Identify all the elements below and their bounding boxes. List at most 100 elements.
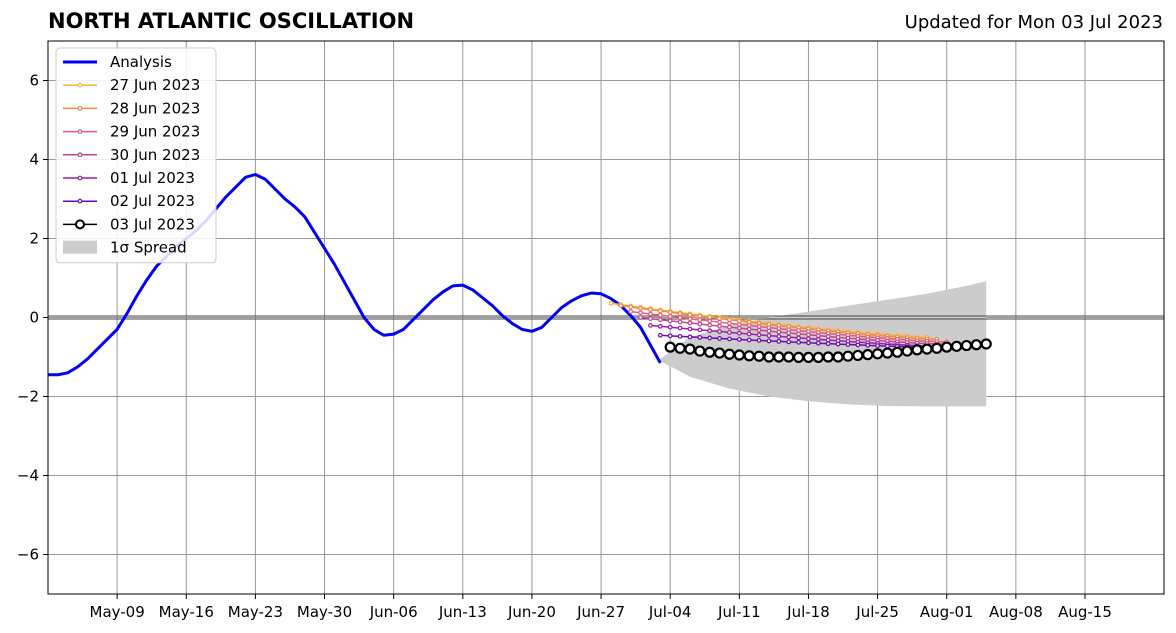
forecast-marker — [727, 336, 732, 342]
latest-forecast-marker — [684, 343, 696, 355]
x-tick-label: May-30 — [297, 603, 352, 621]
latest-forecast-marker — [694, 345, 706, 357]
forecast-marker — [677, 311, 683, 316]
forecast-marker — [697, 321, 703, 327]
forecast-marker — [806, 332, 811, 338]
y-tick-label: −4 — [17, 467, 39, 485]
latest-forecast-marker — [664, 341, 676, 353]
forecast-marker — [736, 325, 742, 331]
forecast-marker — [697, 327, 703, 333]
forecast-marker — [736, 321, 742, 327]
legend-label: Analysis — [110, 53, 172, 71]
forecast-marker — [677, 333, 683, 339]
legend: Analysis 27 Jun 2023 28 Jun 2023 29 Jun 202… — [55, 47, 217, 264]
forecast-marker — [638, 315, 643, 320]
y-tick-label: 0 — [29, 309, 39, 327]
forecast-marker — [628, 309, 634, 314]
x-tick-label: Jul-25 — [855, 603, 899, 621]
forecast-marker — [638, 305, 643, 311]
x-tick-label: Aug-15 — [1058, 603, 1112, 621]
forecast-marker — [687, 334, 693, 340]
x-tick-label: May-16 — [159, 603, 214, 621]
forecast-marker — [855, 342, 861, 348]
x-tick-label: Aug-01 — [920, 603, 974, 621]
y-tick-label: 4 — [29, 151, 39, 169]
latest-forecast-marker — [881, 347, 894, 359]
forecast-marker — [687, 312, 693, 318]
latest-forecast-marker — [921, 343, 933, 355]
zero-line-layer — [48, 315, 1164, 320]
forecast-marker — [717, 319, 722, 325]
forecast-marker — [835, 341, 841, 347]
forecast-marker — [746, 323, 752, 328]
latest-forecast-marker — [674, 342, 686, 354]
legend-label: 27 Jun 2023 — [110, 76, 200, 94]
latest-forecast-marker — [941, 341, 953, 353]
latest-forecast-marker — [733, 349, 745, 361]
forecast-marker — [667, 333, 673, 339]
legend-swatch-marker — [77, 152, 83, 158]
forecast-marker — [796, 331, 801, 337]
forecast-marker — [707, 318, 713, 324]
latest-forecast-marker — [792, 351, 805, 363]
forecast-marker — [687, 320, 693, 326]
forecast-marker — [806, 340, 811, 346]
analysis-layer — [48, 173, 662, 377]
forecast-marker — [776, 329, 782, 335]
forecast-marker — [717, 323, 722, 329]
legend-label: 01 Jul 2023 — [110, 169, 195, 187]
forecast-marker — [885, 343, 890, 349]
forecast-marker — [667, 309, 673, 315]
latest-forecast-marker — [931, 342, 943, 354]
legend-swatch-marker — [77, 198, 83, 204]
forecast-marker — [727, 329, 732, 335]
legend-swatch-marker — [77, 175, 83, 181]
legend-swatch-marker — [77, 82, 83, 88]
latest-forecast-marker — [773, 351, 785, 363]
forecast-marker — [687, 326, 693, 332]
x-tick-label: Aug-08 — [989, 603, 1043, 621]
axis-layer: May-09 May-16 May-23 May-30 Jun-06 Jun-13 Jun-… — [17, 40, 1165, 621]
chart-subtitle: Updated for Mon 03 Jul 2023 — [904, 12, 1163, 33]
latest-forecast-marker — [970, 339, 982, 351]
forecast-marker — [608, 300, 614, 306]
x-tick-label: Jul-04 — [648, 603, 692, 621]
latest-forecast-marker — [960, 339, 973, 352]
forecast-marker — [638, 310, 643, 316]
latest-forecast-marker — [911, 344, 923, 356]
latest-forecast-marker — [852, 349, 864, 362]
latest-forecast-marker — [891, 346, 903, 358]
forecast-marker — [697, 313, 703, 319]
x-tick-label: Jul-18 — [786, 603, 830, 621]
x-tick-label: Jul-11 — [717, 603, 761, 621]
forecast-marker — [628, 304, 634, 310]
forecast-layer — [608, 300, 969, 351]
forecast-marker — [815, 333, 821, 339]
y-tick-label: 2 — [29, 230, 39, 248]
forecast-marker — [618, 303, 624, 309]
forecast-marker — [776, 334, 782, 339]
forecast-marker — [677, 319, 683, 325]
forecast-marker — [648, 323, 653, 328]
grid-layer — [48, 41, 1164, 594]
forecast-marker — [845, 342, 851, 347]
latest-forecast-marker — [704, 346, 716, 358]
forecast-marker — [825, 341, 831, 347]
forecast-marker — [717, 336, 722, 341]
legend-label: 29 Jun 2023 — [110, 123, 200, 141]
forecast-marker — [766, 333, 772, 339]
x-tick-label: May-09 — [90, 603, 145, 621]
forecast-marker — [746, 337, 752, 343]
forecast-marker — [756, 338, 762, 343]
forecast-marker — [865, 342, 871, 348]
forecast-marker — [667, 314, 673, 319]
forecast-marker — [677, 325, 683, 331]
legend-swatch-spread — [63, 240, 97, 254]
forecast-marker — [815, 336, 821, 342]
forecast-marker — [648, 311, 653, 317]
latest-forecast-marker — [723, 348, 736, 360]
forecast-marker — [648, 307, 653, 313]
forecast-marker — [806, 336, 811, 342]
forecast-marker — [746, 331, 752, 337]
x-tick-label: Jun-06 — [369, 603, 418, 621]
